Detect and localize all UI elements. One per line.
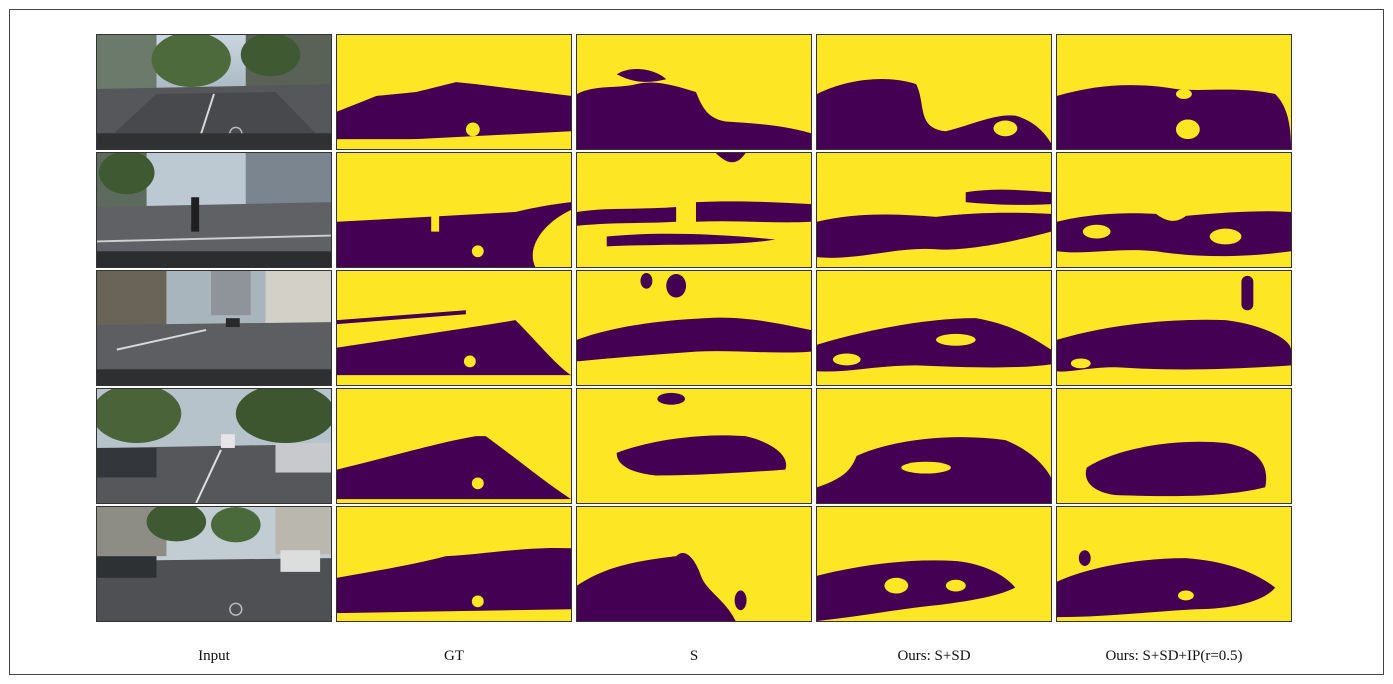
gt-mask-row-5: [336, 506, 572, 622]
image-grid: [96, 34, 1292, 622]
column-label-ours-s-sd-ip: Ours: S+SD+IP(r=0.5): [1105, 648, 1243, 664]
s-mask-row-2: [576, 152, 812, 268]
input-image-row-2: [96, 152, 332, 268]
column-label-gt: GT: [444, 648, 464, 664]
ours-s-sd-mask-row-1: [816, 34, 1052, 150]
ours-s-sd-mask-row-2: [816, 152, 1052, 268]
s-mask-row-3: [576, 270, 812, 386]
ours-ip-mask-row-3: [1056, 270, 1292, 386]
column-label-ours-s-sd: Ours: S+SD: [897, 648, 971, 664]
s-mask-row-4: [576, 388, 812, 504]
figure-frame: [9, 9, 1384, 675]
ours-ip-mask-row-5: [1056, 506, 1292, 622]
input-image-row-3: [96, 270, 332, 386]
input-image-row-4: [96, 388, 332, 504]
input-image-row-5: [96, 506, 332, 622]
column-label-input: Input: [198, 648, 230, 664]
ours-s-sd-mask-row-4: [816, 388, 1052, 504]
s-mask-row-5: [576, 506, 812, 622]
ours-ip-mask-row-1: [1056, 34, 1292, 150]
gt-mask-row-3: [336, 270, 572, 386]
s-mask-row-1: [576, 34, 812, 150]
gt-mask-row-2: [336, 152, 572, 268]
gt-mask-row-4: [336, 388, 572, 504]
input-image-row-1: [96, 34, 332, 150]
column-labels: Input GT S Ours: S+SD Ours: S+SD+IP(r=0.…: [96, 648, 1292, 665]
ours-s-sd-mask-row-3: [816, 270, 1052, 386]
gt-mask-row-1: [336, 34, 572, 150]
ours-ip-mask-row-4: [1056, 388, 1292, 504]
ours-ip-mask-row-2: [1056, 152, 1292, 268]
ours-s-sd-mask-row-5: [816, 506, 1052, 622]
column-label-s: S: [689, 648, 699, 664]
